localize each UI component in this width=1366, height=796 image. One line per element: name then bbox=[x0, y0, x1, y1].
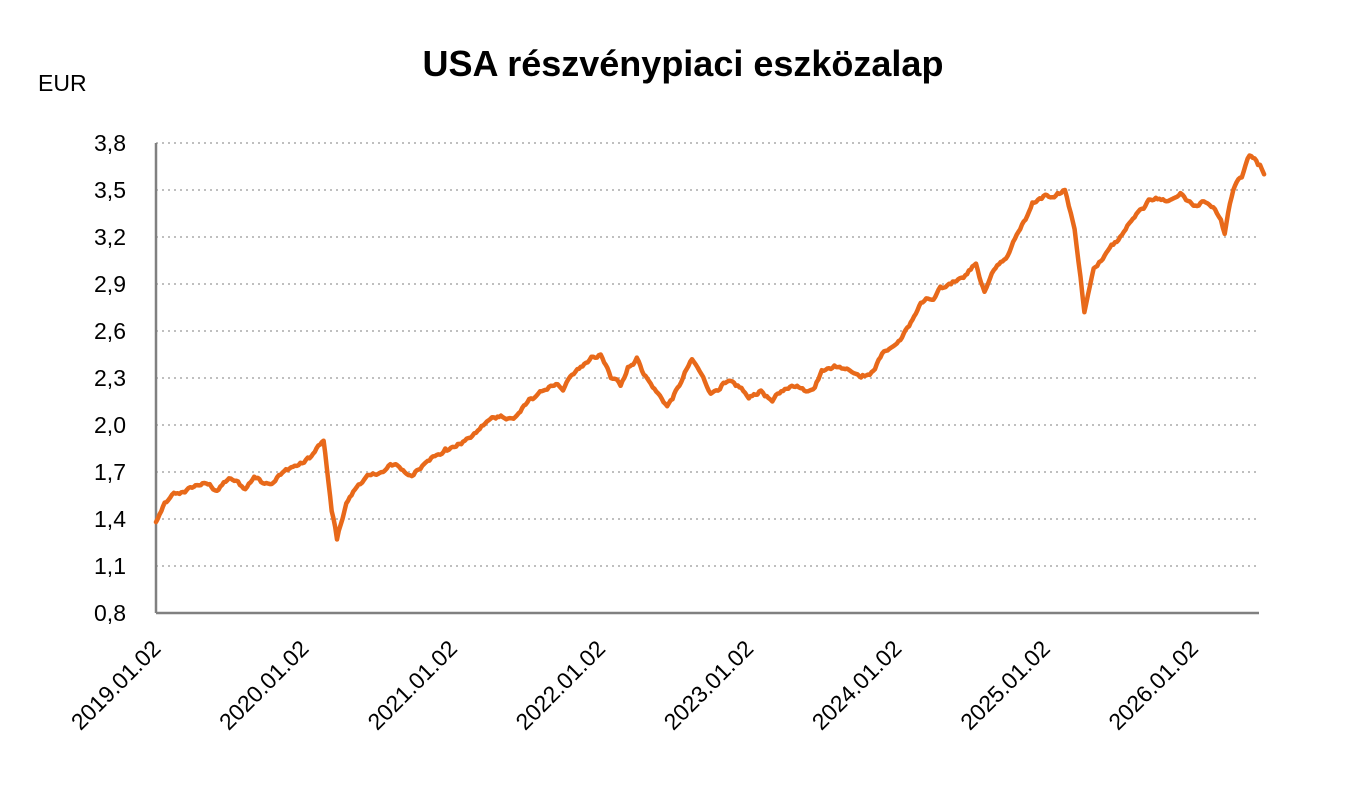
x-tick-label: 2026.01.02 bbox=[1103, 635, 1203, 735]
gridlines bbox=[156, 142, 1259, 567]
x-tick-label: 2025.01.02 bbox=[955, 635, 1055, 735]
y-axis-tick-labels: 0,8 1,1 1,4 1,7 2,0 2,3 2,6 2,9 3,2 3,5 3,8 bbox=[94, 130, 126, 626]
y-tick-label: 1,7 bbox=[94, 459, 126, 485]
y-tick-label: 2,0 bbox=[94, 412, 126, 438]
y-axis-unit-label: EUR bbox=[38, 70, 87, 96]
x-tick-label: 2024.01.02 bbox=[807, 635, 907, 735]
y-tick-label: 2,9 bbox=[94, 271, 126, 297]
x-axis-tick-labels: 2019.01.02 2020.01.02 2021.01.02 2022.01.02… bbox=[66, 635, 1203, 735]
y-tick-label: 1,4 bbox=[94, 506, 126, 532]
series-group bbox=[153, 153, 1267, 542]
series-line bbox=[153, 153, 1267, 542]
y-tick-label: 3,2 bbox=[94, 224, 126, 250]
y-tick-label: 2,3 bbox=[94, 365, 126, 391]
y-tick-label: 1,1 bbox=[94, 553, 126, 579]
axes bbox=[154, 143, 1259, 615]
x-tick-label: 2019.01.02 bbox=[66, 635, 166, 735]
y-tick-label: 3,5 bbox=[94, 177, 126, 203]
x-tick-label: 2020.01.02 bbox=[214, 635, 314, 735]
y-tick-label: 3,8 bbox=[94, 130, 126, 156]
x-tick-label: 2023.01.02 bbox=[659, 635, 759, 735]
y-tick-label: 0,8 bbox=[94, 600, 126, 626]
x-tick-label: 2021.01.02 bbox=[362, 635, 462, 735]
y-tick-label: 2,6 bbox=[94, 318, 126, 344]
chart-title: USA részvénypiaci eszközalap bbox=[422, 43, 944, 84]
x-tick-label: 2022.01.02 bbox=[510, 635, 610, 735]
